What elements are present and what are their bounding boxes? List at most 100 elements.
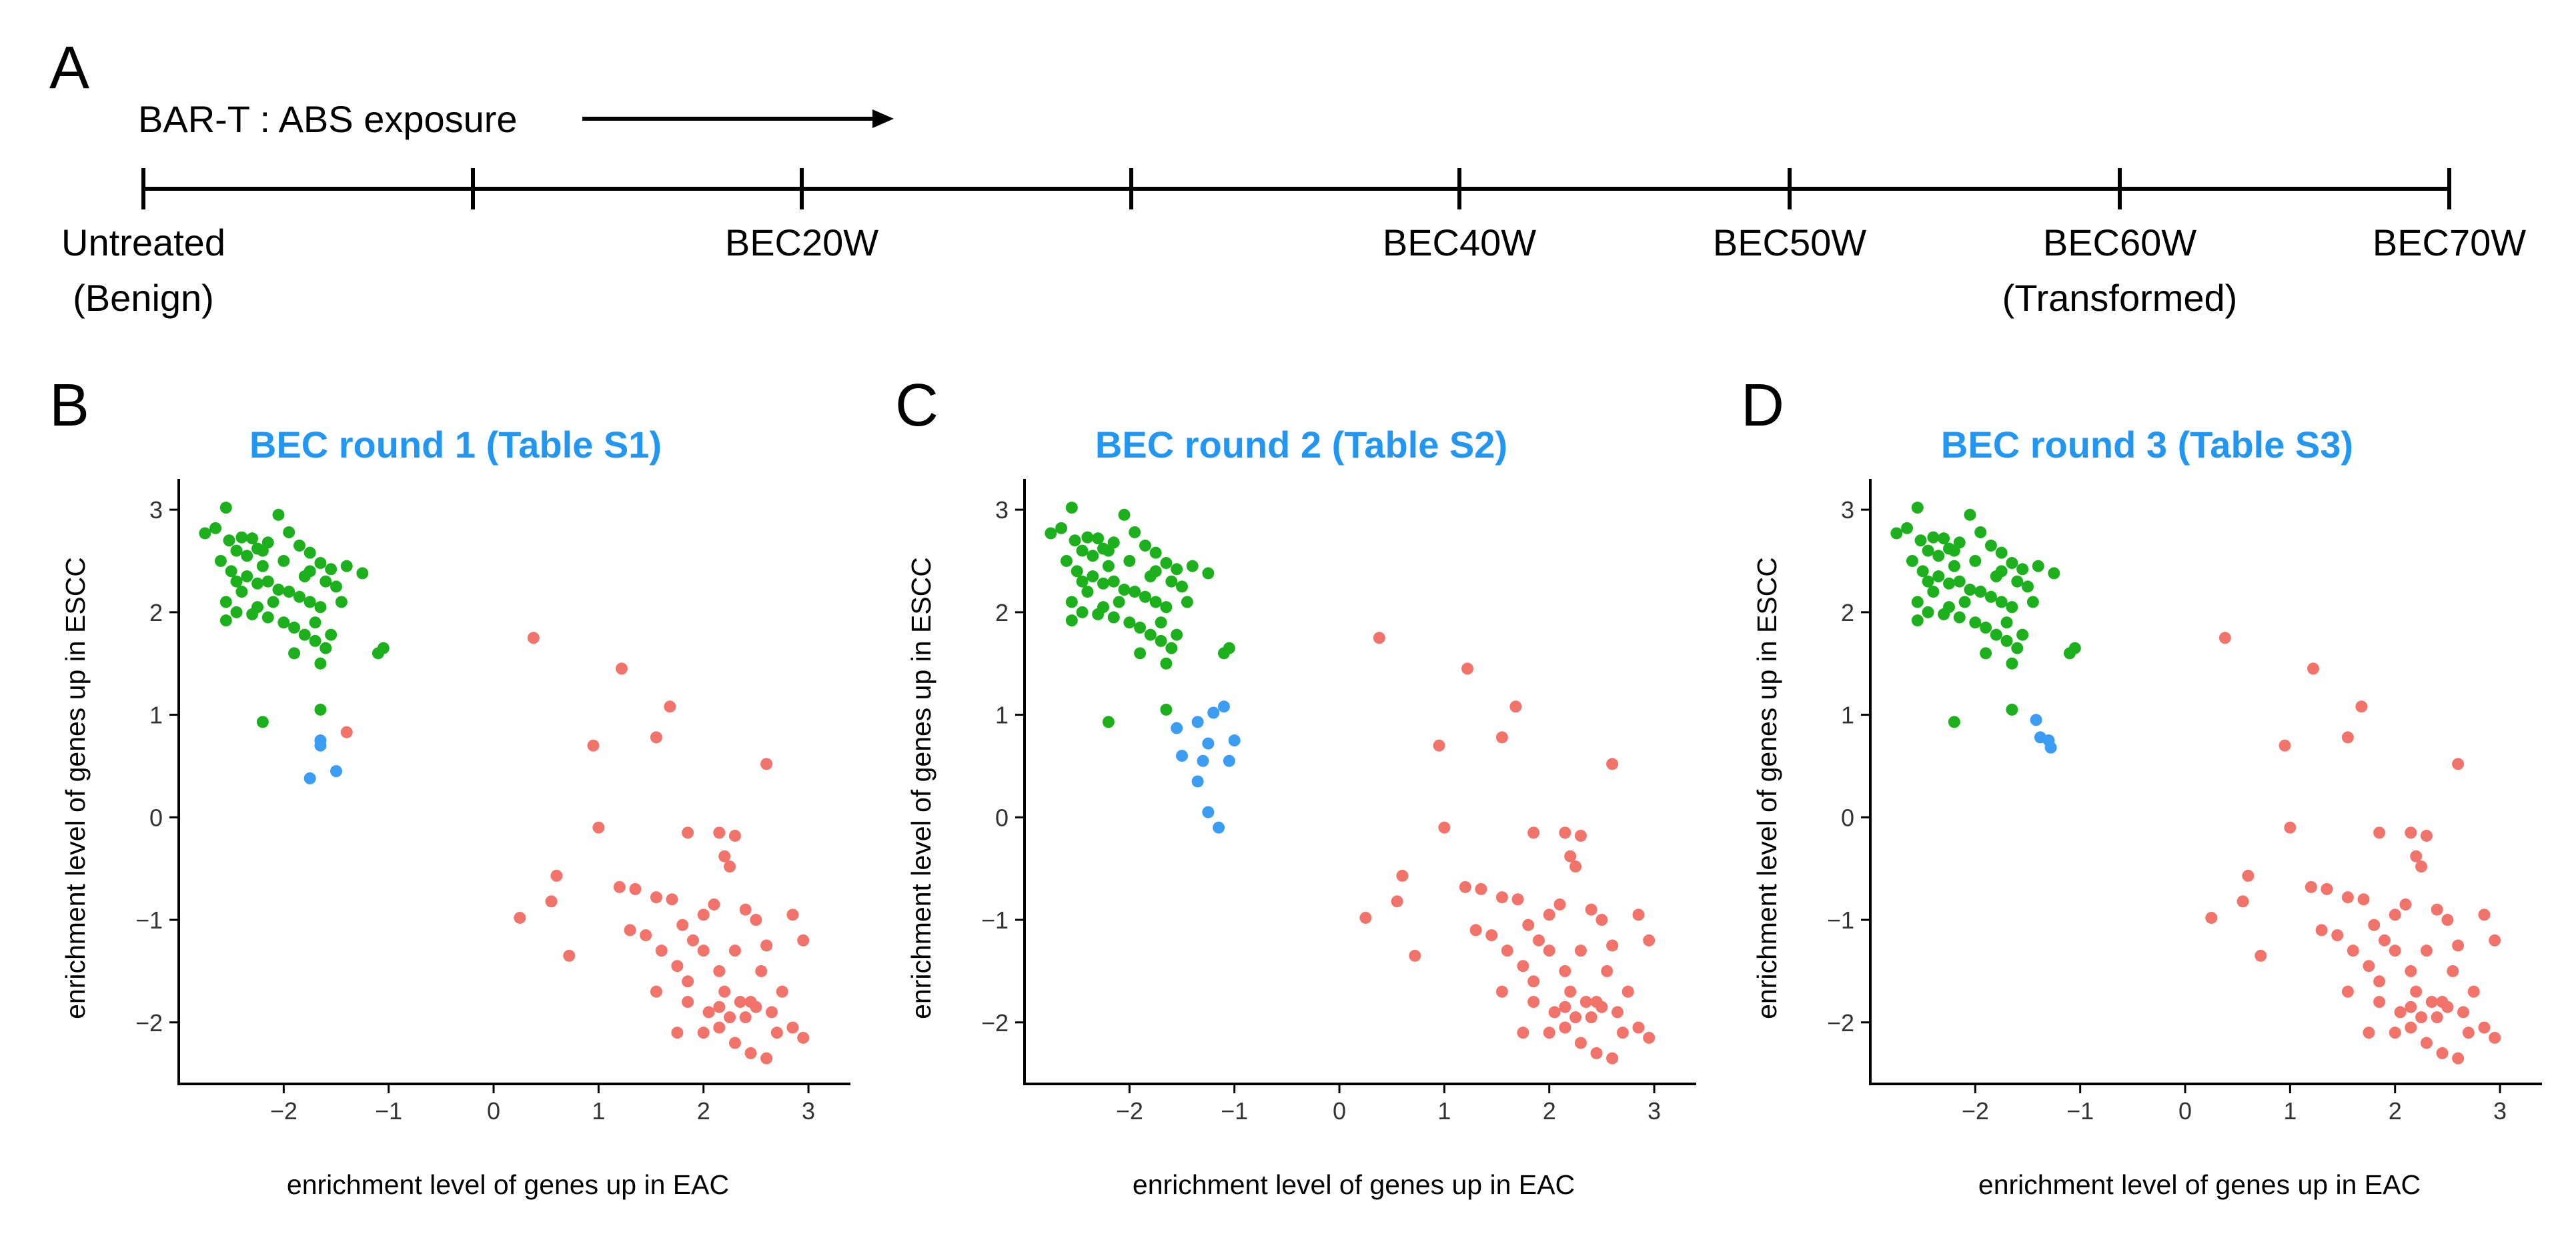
y-tick-label: −1 bbox=[135, 906, 163, 934]
data-point bbox=[1438, 821, 1451, 834]
data-point bbox=[650, 731, 662, 744]
data-point bbox=[2030, 714, 2042, 726]
data-point bbox=[2315, 924, 2328, 937]
data-point bbox=[1922, 544, 1934, 557]
data-point bbox=[713, 1021, 726, 1034]
data-point bbox=[1964, 584, 1976, 596]
data-point bbox=[2006, 703, 2018, 716]
data-point bbox=[2044, 741, 2057, 754]
data-point bbox=[1995, 546, 2008, 559]
data-point bbox=[2389, 908, 2401, 921]
exposure-arrow bbox=[582, 109, 894, 128]
x-tick-label: 0 bbox=[1333, 1097, 1346, 1125]
data-point bbox=[1527, 996, 1540, 1009]
x-tick-label: 2 bbox=[2389, 1097, 2402, 1125]
data-point bbox=[2420, 945, 2433, 957]
data-point bbox=[1590, 1047, 1603, 1059]
data-point bbox=[776, 985, 788, 998]
data-point bbox=[1176, 750, 1189, 762]
data-point bbox=[1548, 1006, 1561, 1019]
data-point bbox=[303, 565, 316, 578]
data-point bbox=[1564, 985, 1577, 998]
data-point bbox=[1076, 575, 1089, 588]
x-tick-label: 1 bbox=[2283, 1097, 2297, 1125]
data-point bbox=[1485, 929, 1498, 942]
data-point bbox=[697, 908, 710, 921]
data-point bbox=[303, 596, 316, 608]
data-point bbox=[2410, 985, 2423, 998]
x-tick-label: −1 bbox=[375, 1097, 402, 1125]
series-eac bbox=[340, 632, 810, 1065]
y-axis-label: enrichment level of genes up in ESCC bbox=[1752, 557, 1782, 1019]
data-point bbox=[1113, 596, 1125, 608]
data-point bbox=[1927, 586, 1940, 598]
data-point bbox=[1890, 527, 1903, 540]
data-point bbox=[1522, 918, 1535, 931]
data-point bbox=[1223, 754, 1235, 767]
data-point bbox=[2032, 560, 2044, 572]
timeline-sublabel: (Benign) bbox=[73, 277, 214, 319]
data-point bbox=[1495, 985, 1508, 998]
data-point bbox=[1065, 596, 1078, 608]
data-point bbox=[1911, 502, 1924, 514]
data-point bbox=[314, 557, 327, 570]
plot-title: BEC round 3 (Table S3) bbox=[1941, 424, 2353, 466]
data-point bbox=[1579, 996, 1592, 1009]
data-point bbox=[283, 586, 295, 598]
data-point bbox=[739, 903, 752, 916]
data-point bbox=[303, 546, 316, 559]
data-point bbox=[760, 939, 773, 952]
y-tick-label: 1 bbox=[995, 702, 1009, 729]
data-point bbox=[1980, 621, 1992, 634]
data-point bbox=[744, 1047, 757, 1059]
data-point bbox=[1123, 554, 1136, 567]
data-point bbox=[2441, 914, 2454, 927]
data-point bbox=[2441, 1001, 2454, 1013]
data-point bbox=[272, 584, 285, 596]
y-tick-label: −2 bbox=[1827, 1009, 1854, 1037]
data-point bbox=[1943, 601, 1956, 614]
data-point bbox=[1964, 508, 1976, 521]
data-point bbox=[241, 570, 253, 583]
data-point bbox=[1948, 560, 1960, 572]
data-point bbox=[303, 772, 316, 784]
data-point bbox=[655, 945, 668, 957]
y-tick-label: 0 bbox=[149, 804, 163, 831]
data-point bbox=[2462, 1027, 2475, 1039]
data-point bbox=[728, 829, 741, 842]
series-eac bbox=[1359, 632, 1656, 1065]
data-point bbox=[309, 616, 321, 629]
data-point bbox=[2378, 934, 2391, 947]
data-point bbox=[1144, 628, 1157, 641]
x-tick-label: 0 bbox=[487, 1097, 500, 1125]
data-point bbox=[2307, 662, 2319, 675]
series-eac bbox=[2205, 632, 2501, 1065]
data-point bbox=[697, 1027, 710, 1039]
data-point bbox=[728, 945, 741, 957]
data-point bbox=[686, 934, 699, 947]
data-point bbox=[1373, 632, 1385, 644]
data-point bbox=[288, 647, 301, 660]
data-point bbox=[314, 657, 327, 670]
data-point bbox=[2431, 1011, 2443, 1024]
data-point bbox=[1165, 575, 1178, 588]
data-point bbox=[2373, 826, 2386, 839]
data-point bbox=[1569, 860, 1582, 873]
data-point bbox=[335, 596, 348, 608]
data-point bbox=[650, 891, 662, 904]
data-point bbox=[1906, 554, 1918, 567]
data-point bbox=[1217, 647, 1230, 660]
data-point bbox=[1616, 1027, 1629, 1039]
panel-a: A BAR-T : ABS exposure Untreated (Benign)… bbox=[49, 35, 2526, 319]
data-point bbox=[283, 526, 295, 538]
data-point bbox=[1181, 596, 1193, 608]
data-point bbox=[718, 985, 731, 998]
data-point bbox=[1149, 596, 1162, 608]
data-point bbox=[1932, 570, 1945, 583]
data-point bbox=[1102, 716, 1115, 728]
data-point bbox=[1585, 903, 1597, 916]
data-point bbox=[1574, 1037, 1587, 1049]
data-point bbox=[1134, 647, 1147, 660]
data-point bbox=[2452, 939, 2465, 952]
data-point bbox=[1974, 526, 1987, 538]
